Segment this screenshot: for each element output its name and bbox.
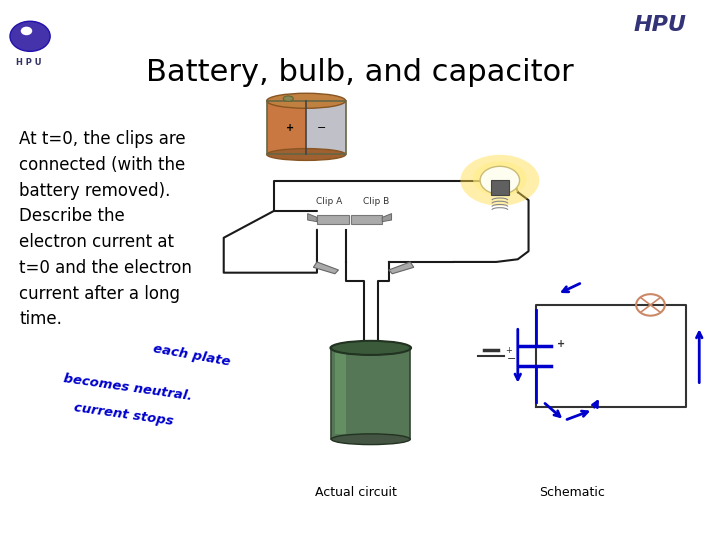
Text: Battery, bulb, and capacitor: Battery, bulb, and capacitor — [146, 58, 574, 87]
Text: HPU: HPU — [634, 15, 686, 35]
Text: −: − — [507, 354, 516, 363]
Text: −: − — [318, 123, 327, 133]
Polygon shape — [382, 214, 392, 221]
Bar — [317, 215, 348, 224]
Bar — [490, 180, 509, 195]
Ellipse shape — [331, 434, 410, 444]
Text: Schematic: Schematic — [539, 486, 605, 499]
Bar — [351, 215, 382, 224]
Polygon shape — [389, 262, 414, 274]
Bar — [267, 101, 346, 154]
Bar — [335, 353, 346, 434]
Bar — [331, 348, 410, 439]
Text: Clip A: Clip A — [316, 197, 342, 206]
Text: +: + — [505, 346, 513, 355]
Text: Actual circuit: Actual circuit — [315, 486, 397, 499]
Text: At t=0, the clips are
connected (with the
battery removed).
Describe the
electro: At t=0, the clips are connected (with th… — [19, 130, 192, 328]
Text: current stops: current stops — [73, 402, 174, 428]
Ellipse shape — [480, 166, 520, 194]
Text: +: + — [287, 123, 294, 133]
Circle shape — [10, 21, 50, 51]
Text: +: + — [557, 339, 565, 349]
Ellipse shape — [267, 93, 346, 109]
Bar — [306, 101, 346, 154]
Text: Clip B: Clip B — [363, 197, 389, 206]
Text: H P U: H P U — [16, 58, 41, 67]
Ellipse shape — [283, 96, 293, 102]
Text: becomes neutral.: becomes neutral. — [63, 372, 193, 403]
Bar — [267, 101, 306, 154]
Ellipse shape — [460, 155, 539, 206]
Polygon shape — [313, 262, 338, 274]
Text: each plate: each plate — [152, 342, 231, 369]
Ellipse shape — [267, 148, 346, 160]
Circle shape — [21, 26, 32, 35]
Polygon shape — [307, 214, 317, 221]
Ellipse shape — [331, 341, 410, 355]
Ellipse shape — [473, 161, 527, 196]
